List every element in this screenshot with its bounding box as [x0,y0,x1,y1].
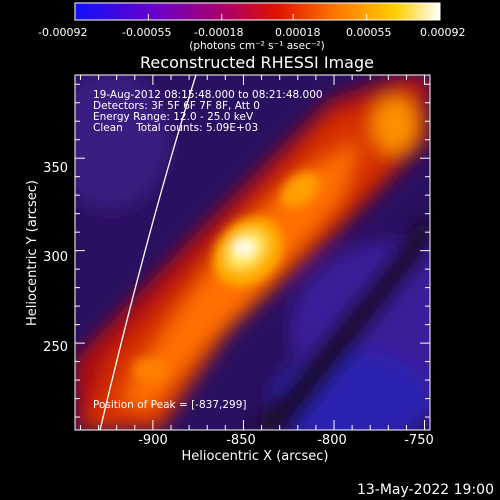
colorbar-tick-label-1: -0.00055 [122,26,171,39]
x-tick-label-0: -900 [138,433,168,448]
y-axis-label: Heliocentric Y (arcsec) [25,180,40,326]
x-tick-label-1: -850 [226,433,256,448]
axis-ticks [75,75,430,430]
y-tick-label-1: 300 [43,250,68,265]
colorbar-tick-label-0: -0.00092 [38,26,87,39]
info-line-detectors: Detectors: 3F 5F 6F 7F 8F, Att 0 [93,100,260,112]
info-line-counts: Clean Total counts: 5.09E+03 [93,122,258,134]
x-tick-label-2: -800 [317,433,347,448]
x-tick-label-3: -750 [404,433,434,448]
colorbar [74,2,441,21]
solar-limb-curve [99,75,197,430]
colorbar-tick-label-5: 0.00092 [420,26,466,39]
colorbar-tick-label-3: 0.00018 [275,26,321,39]
colorbar-tick-label-4: 0.00055 [346,26,392,39]
plot-frame [74,74,431,431]
y-tick-label-2: 350 [43,161,68,176]
heatmap-image [75,75,430,430]
footer-timestamp: 13-May-2022 19:00 [357,482,494,498]
colorbar-tick-label-2: -0.00018 [194,26,243,39]
peak-position-label: Position of Peak = [-837,299] [93,399,247,411]
colorbar-unit-label: (photons cm⁻² s⁻¹ asec⁻²) [189,40,324,52]
x-axis-label: Heliocentric X (arcsec) [182,449,329,464]
info-line-energy: Energy Range: 12.0 - 25.0 keV [93,111,254,123]
info-line-time: 19-Aug-2012 08:15:48.000 to 08:21:48.000 [93,89,323,101]
chart-title: Reconstructed RHESSI Image [140,53,374,72]
colorbar-ticks [74,14,441,20]
y-tick-label-0: 250 [43,340,68,355]
